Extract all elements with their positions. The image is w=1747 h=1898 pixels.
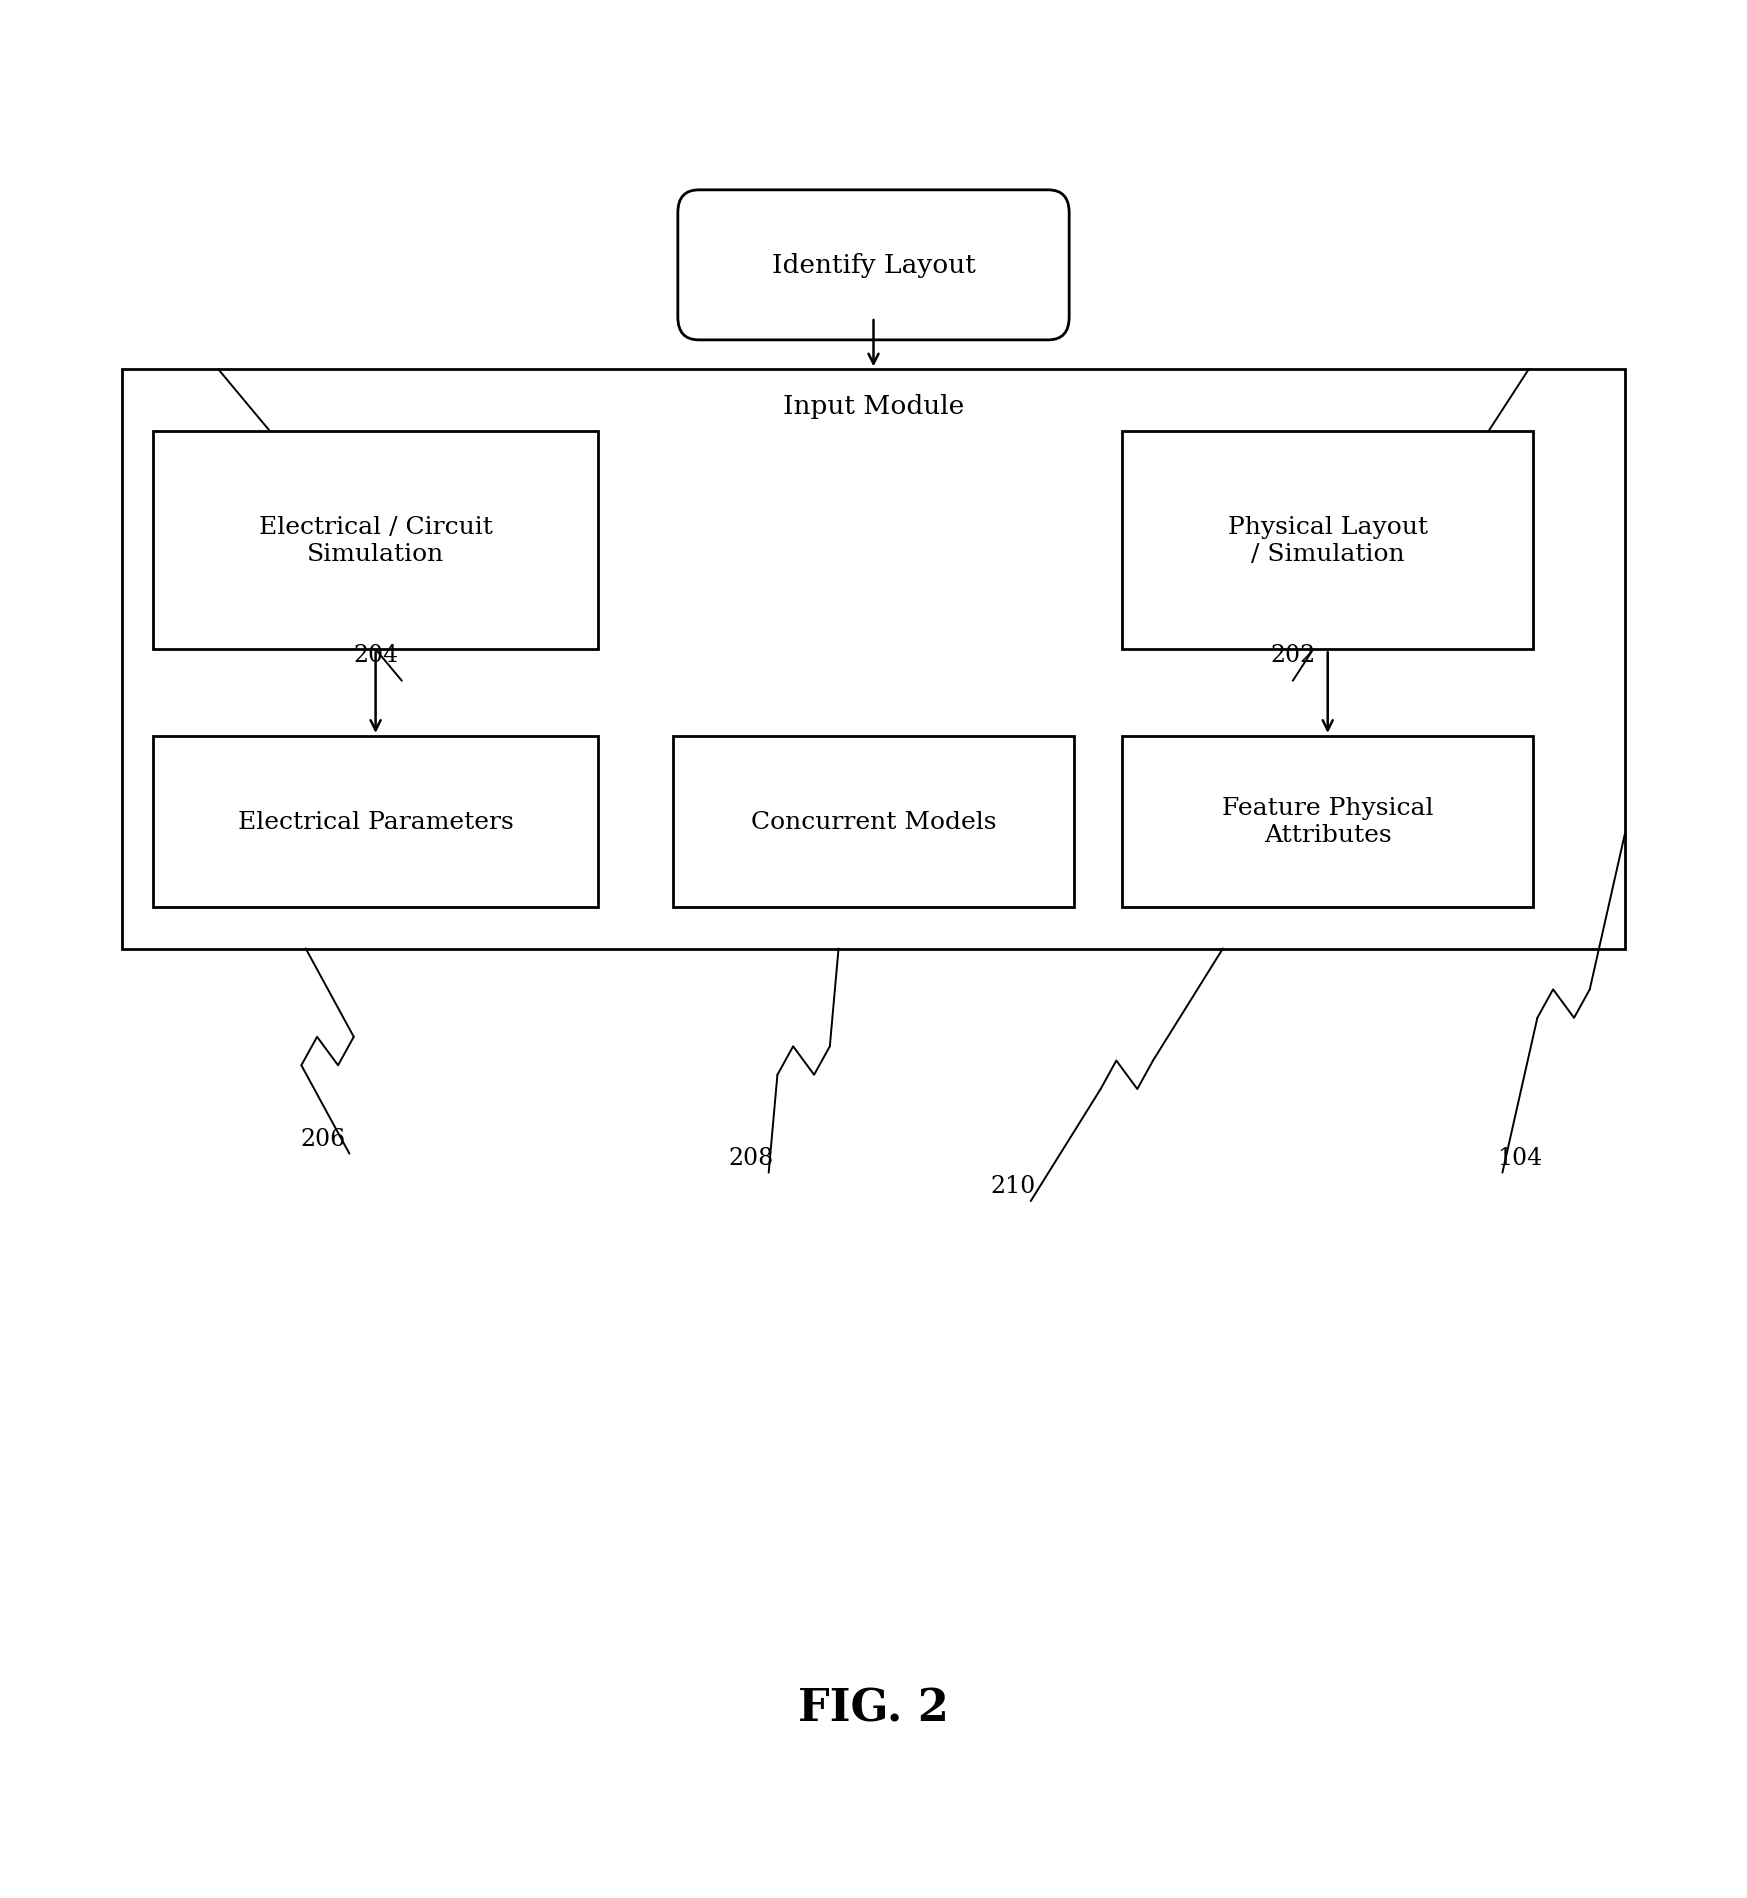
Text: Input Module: Input Module <box>783 393 964 419</box>
Text: Physical Layout
/ Simulation: Physical Layout / Simulation <box>1228 516 1427 566</box>
Text: Electrical / Circuit
Simulation: Electrical / Circuit Simulation <box>259 516 493 566</box>
Bar <box>673 736 1074 907</box>
Text: 206: 206 <box>300 1127 346 1150</box>
Bar <box>1123 736 1534 907</box>
Bar <box>152 433 597 649</box>
Bar <box>152 736 597 907</box>
Text: 204: 204 <box>353 643 398 666</box>
Bar <box>122 370 1625 949</box>
Text: Identify Layout: Identify Layout <box>772 252 975 279</box>
Text: Electrical Parameters: Electrical Parameters <box>238 810 514 833</box>
Text: Feature Physical
Attributes: Feature Physical Attributes <box>1221 797 1434 847</box>
Text: 208: 208 <box>728 1146 774 1169</box>
FancyBboxPatch shape <box>678 192 1069 342</box>
Text: 104: 104 <box>1497 1146 1543 1169</box>
Text: FIG. 2: FIG. 2 <box>798 1687 949 1729</box>
Bar <box>1123 433 1534 649</box>
Text: Concurrent Models: Concurrent Models <box>751 810 996 833</box>
Text: 202: 202 <box>1270 643 1315 666</box>
Text: 210: 210 <box>991 1175 1036 1198</box>
